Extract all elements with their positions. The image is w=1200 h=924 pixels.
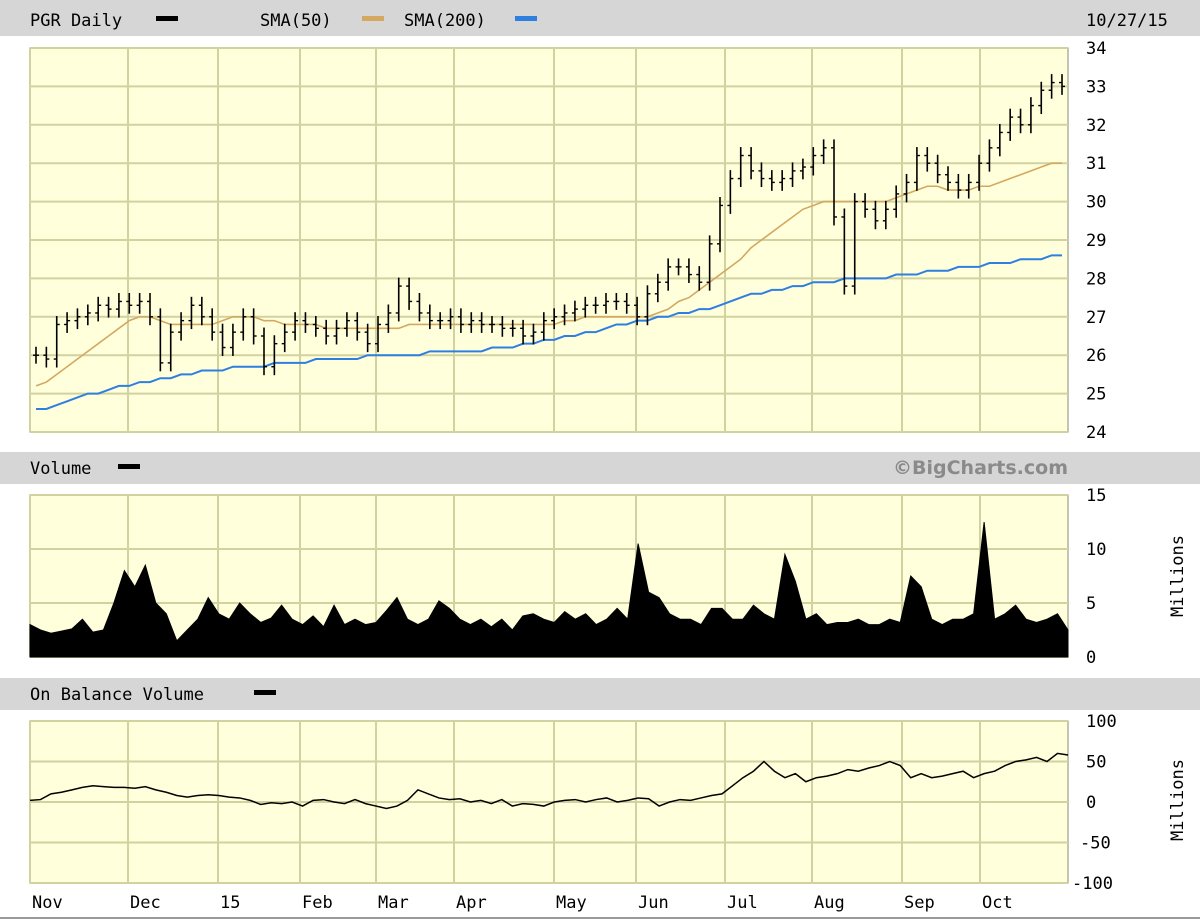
price-y-tick-label: 31 — [1086, 154, 1106, 174]
x-tick-label: May — [556, 893, 587, 913]
x-tick-label: Feb — [302, 893, 333, 913]
price-y-tick-label: 24 — [1086, 423, 1106, 443]
x-tick-label: Dec — [130, 893, 161, 913]
volume-area — [29, 521, 1069, 658]
x-tick-label: Mar — [378, 893, 409, 913]
obv-y-tick-label: -50 — [1080, 834, 1111, 854]
volume-y-tick-label: 10 — [1086, 540, 1106, 560]
x-tick-label: Jul — [727, 893, 758, 913]
header-band-1 — [0, 452, 1200, 484]
volume-y-axis-label: Millions — [1168, 535, 1188, 617]
header-band-0 — [0, 0, 1200, 36]
obv-title: On Balance Volume — [30, 685, 204, 705]
x-tick-label: Jun — [638, 893, 669, 913]
obv-y-tick-label: 0 — [1086, 793, 1096, 813]
legend-sma200-swatch — [515, 16, 537, 21]
legend-pgr-swatch — [156, 16, 178, 21]
sma200-line — [36, 254, 1062, 410]
volume-y-tick-label: 15 — [1086, 486, 1106, 506]
bigcharts-watermark: ©BigCharts.com — [893, 457, 1068, 479]
price-y-tick-label: 34 — [1086, 39, 1106, 59]
obv-line — [29, 752, 1069, 810]
chart-date: 10/27/15 — [1086, 11, 1168, 31]
header-band-2 — [0, 678, 1200, 710]
x-tick-label: Sep — [904, 893, 935, 913]
price-y-tick-label: 25 — [1086, 385, 1106, 405]
price-y-tick-label: 33 — [1086, 77, 1106, 97]
x-tick-label: Oct — [982, 893, 1013, 913]
x-tick-label: Nov — [32, 893, 63, 913]
legend-sma50-swatch — [362, 16, 384, 21]
price-y-tick-label: 29 — [1086, 231, 1106, 251]
legend-sma50-label: SMA(50) — [260, 11, 332, 31]
price-y-tick-label: 26 — [1086, 346, 1106, 366]
price-y-tick-label: 28 — [1086, 269, 1106, 289]
obv-y-axis-label: Millions — [1168, 759, 1188, 841]
legend-sma200-label: SMA(200) — [404, 11, 486, 31]
volume-y-tick-label: 5 — [1086, 594, 1096, 614]
price-bars — [33, 74, 1065, 376]
volume-title: Volume — [30, 459, 91, 479]
obv-y-tick-label: 50 — [1086, 753, 1106, 773]
price-y-tick-label: 30 — [1086, 193, 1106, 213]
volume-y-tick-label: 0 — [1086, 648, 1096, 668]
obv-y-tick-label: -100 — [1072, 874, 1113, 894]
x-tick-label: 15 — [220, 893, 240, 913]
sma50-line — [35, 162, 1062, 387]
price-y-tick-label: 32 — [1086, 116, 1106, 136]
x-tick-label: Aug — [814, 893, 845, 913]
legend-pgr-label: PGR Daily — [30, 11, 122, 31]
obv-legend-swatch — [254, 690, 276, 695]
x-tick-label: Apr — [456, 893, 487, 913]
obv-y-tick-label: 100 — [1086, 712, 1117, 732]
price-y-tick-label: 27 — [1086, 308, 1106, 328]
volume-legend-swatch — [118, 464, 140, 469]
